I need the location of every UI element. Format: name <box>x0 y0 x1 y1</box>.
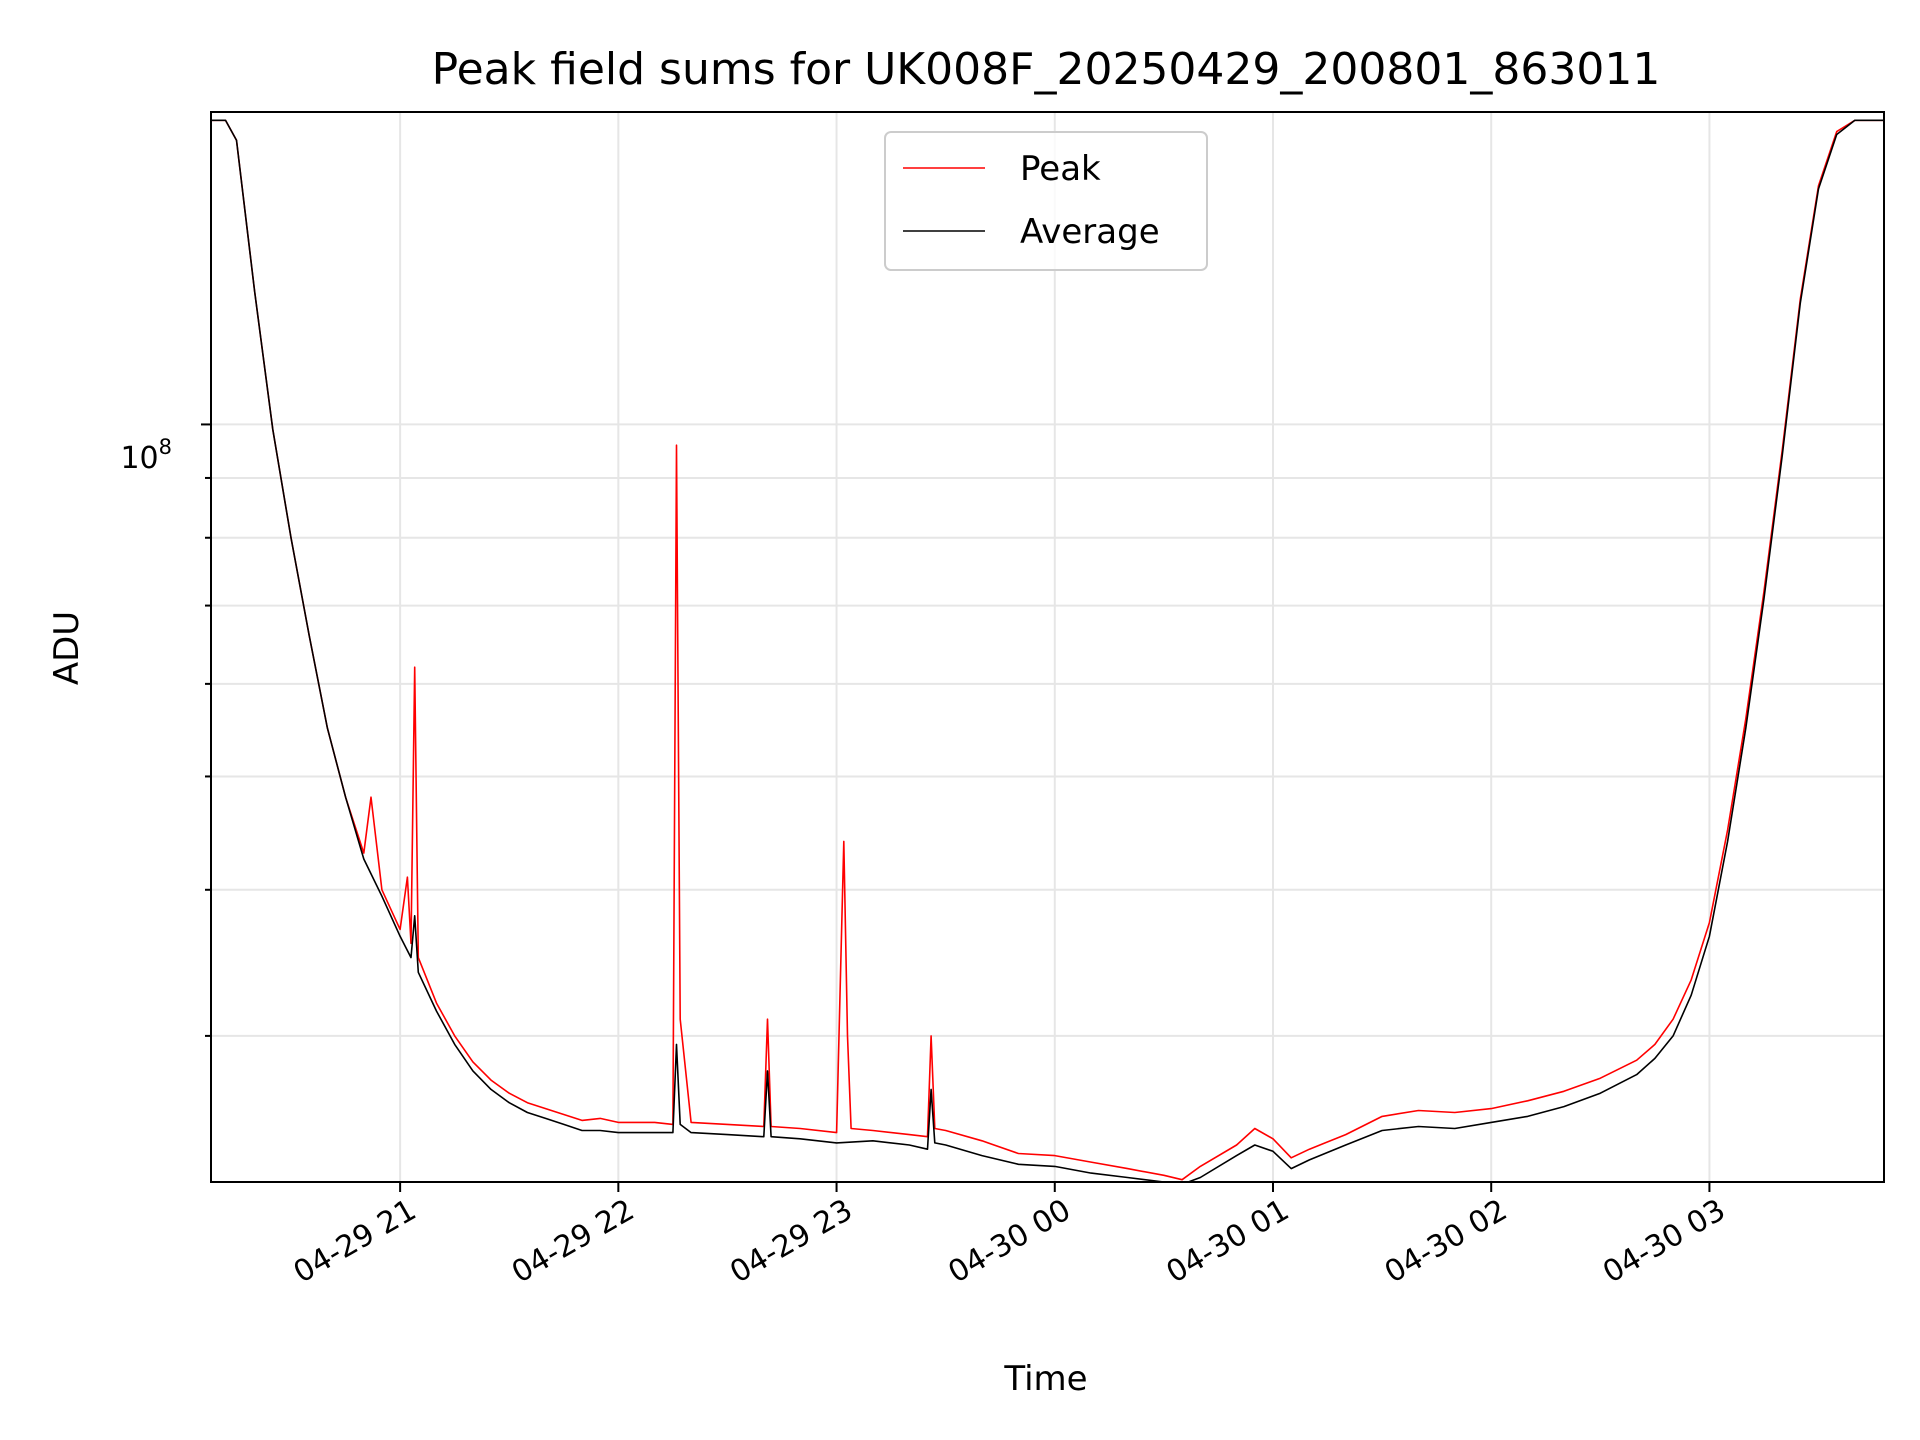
legend-label-peak: Peak <box>1020 149 1101 189</box>
y-tick-label-exponent: 8 <box>159 435 172 459</box>
legend: Peak Average <box>884 131 1208 271</box>
y-tick-label-base: 10 <box>120 441 158 476</box>
legend-label-average: Average <box>1020 212 1160 252</box>
y-axis-label: ADU <box>47 611 87 685</box>
series-line-average <box>211 119 1884 1182</box>
series-lines <box>211 119 1884 1182</box>
legend-box <box>884 131 1208 271</box>
y-tick-label-1e8: 108 <box>120 435 172 476</box>
grid <box>211 112 1884 1182</box>
chart-title: Peak field sums for UK008F_20250429_2008… <box>432 44 1661 95</box>
series-line-peak <box>211 119 1884 1181</box>
plot-frame <box>210 111 1885 1183</box>
x-axis-label: Time <box>1003 1359 1087 1399</box>
